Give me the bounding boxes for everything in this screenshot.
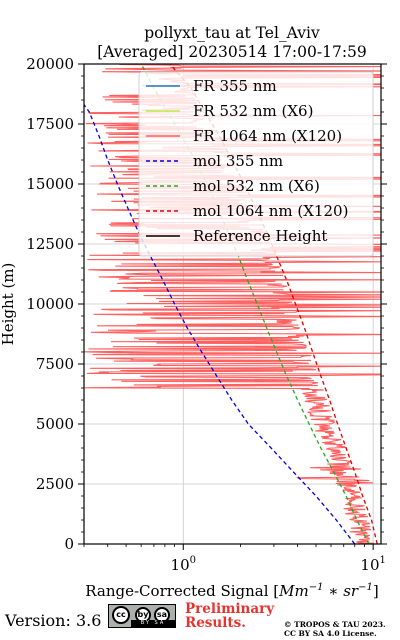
y-tick-label: 7500 <box>36 355 74 373</box>
y-tick-label: 17500 <box>26 115 74 133</box>
legend-label: mol 532 nm (X6) <box>193 177 320 195</box>
series-line-3 <box>84 104 356 544</box>
cc-strip: BY SA <box>131 620 175 627</box>
preliminary-line-2: Results. <box>185 615 246 631</box>
chart-title: pollyxt_tau at Tel_Aviv <box>144 24 320 42</box>
legend-label: FR 532 nm (X6) <box>193 102 313 120</box>
legend-label: FR 355 nm <box>193 77 277 95</box>
preliminary-notice: Preliminary Results. <box>185 602 274 630</box>
copyright-notice: © TROPOS & TAU 2023. CC BY SA 4.0 Licens… <box>284 620 386 638</box>
version-label: Version: 3.6 <box>5 611 102 630</box>
cc-icon: cc <box>112 606 130 624</box>
x-axis-label-suffix: ] <box>373 582 379 600</box>
x-tick-label: 100 <box>171 555 196 574</box>
lidar-chart: pollyxt_tau at Tel_Aviv [Averaged] 20230… <box>0 24 387 600</box>
x-axis-label: Range-Corrected Signal [Mm−1 ∗ sr−1] <box>85 582 378 600</box>
legend-box <box>138 71 374 257</box>
fr-1064-profile <box>84 64 381 544</box>
fr-1064-line <box>84 64 381 544</box>
legend: FR 355 nm FR 532 nm (X6) FR 1064 nm (X120)… <box>138 71 374 257</box>
y-axis-label: Height (m) <box>0 263 17 346</box>
y-tick-label: 2500 <box>36 475 74 493</box>
legend-label: FR 1064 nm (X120) <box>193 127 342 145</box>
cc-license-badge[interactable]: cc by sa BY SA <box>108 604 176 628</box>
axis-ticks: 100 101 0 2500 5000 7500 10000 12500 15000 17500 2… <box>26 55 387 574</box>
legend-label: Reference Height <box>193 227 327 245</box>
y-tick-label: 20000 <box>26 55 74 73</box>
y-tick-label: 0 <box>64 535 74 553</box>
y-tick-label: 5000 <box>36 415 74 433</box>
x-axis-label-unit: Mm−1 ∗ sr−1 <box>278 582 373 600</box>
y-tick-label: 12500 <box>26 235 74 253</box>
chart-subtitle: [Averaged] 20230514 17:00-17:59 <box>97 43 367 61</box>
copyright-line-1: © TROPOS & TAU 2023. <box>284 620 386 629</box>
x-axis-label-prefix: Range-Corrected Signal [ <box>85 582 279 600</box>
legend-label: mol 355 nm <box>193 152 283 170</box>
preliminary-line-1: Preliminary <box>185 601 275 617</box>
legend-label: mol 1064 nm (X120) <box>193 202 348 220</box>
copyright-line-2: CC BY SA 4.0 License. <box>284 629 377 638</box>
x-tick-label: 101 <box>360 555 385 574</box>
y-tick-label: 15000 <box>26 175 74 193</box>
y-tick-label: 10000 <box>26 295 74 313</box>
